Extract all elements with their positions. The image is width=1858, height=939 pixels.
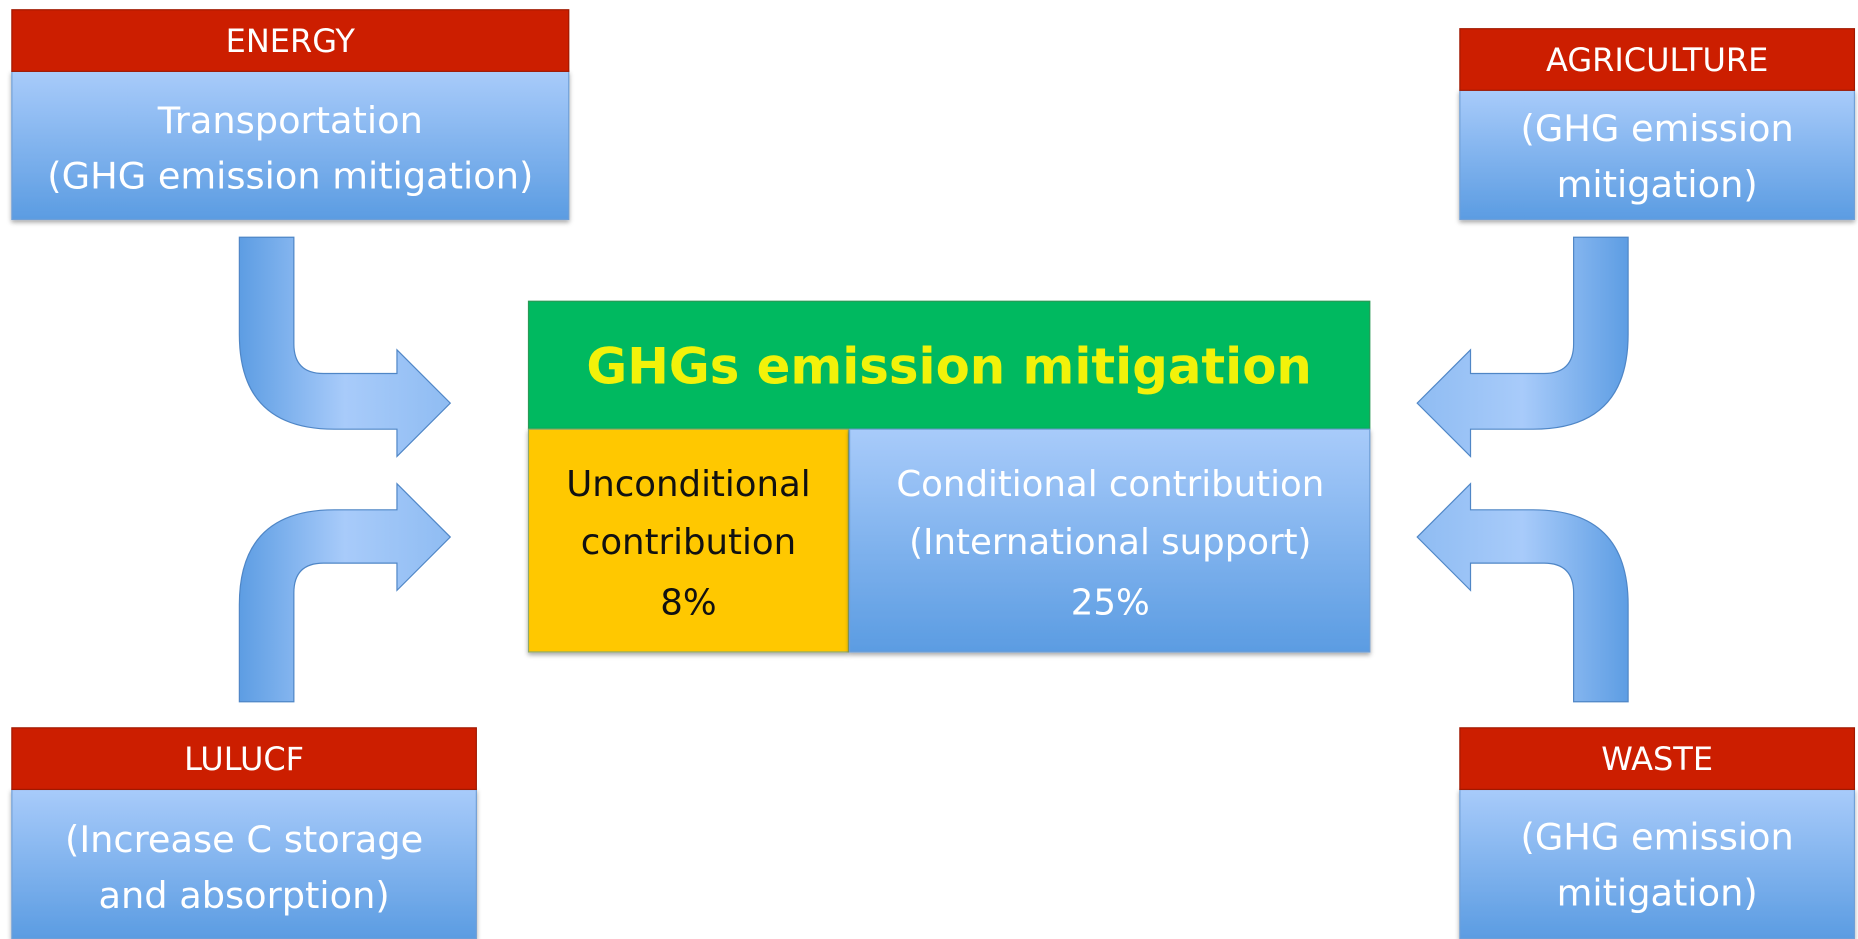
center-block: GHGs emission mitigation xyxy=(527,300,1371,653)
sector-body xyxy=(1459,89,1856,221)
conditional-box xyxy=(849,428,1371,653)
sector-title: LULUCF xyxy=(184,740,304,778)
arrows xyxy=(238,236,1629,703)
sector-text: (Increase C storage xyxy=(65,818,423,861)
sector-title: WASTE xyxy=(1601,740,1713,778)
sector-text: (GHG emission xyxy=(1521,816,1794,859)
arrow xyxy=(1416,236,1629,458)
conditional-text: 25% xyxy=(1071,583,1150,624)
arrow xyxy=(238,236,452,458)
title-box xyxy=(527,300,1371,430)
sector-text: Transportation xyxy=(157,99,423,142)
arrow xyxy=(1416,482,1629,703)
sector-text: (GHG emission mitigation) xyxy=(47,155,533,198)
conditional-text: Conditional contribution xyxy=(896,464,1324,505)
sector-header xyxy=(11,9,570,72)
unconditional-text: Unconditional xyxy=(566,464,810,505)
sector-title: AGRICULTURE xyxy=(1546,41,1768,79)
unconditional-text: contribution xyxy=(581,522,796,563)
unconditional-text: 8% xyxy=(660,583,716,624)
sector-text: mitigation) xyxy=(1557,163,1758,206)
sector-header xyxy=(1459,727,1856,791)
sector-body xyxy=(11,788,477,939)
sector-header xyxy=(1459,28,1856,91)
sector-text: mitigation) xyxy=(1557,871,1758,914)
sector-text: and absorption) xyxy=(98,874,389,917)
unconditional-box xyxy=(527,428,850,653)
conditional-text: (International support) xyxy=(909,522,1311,563)
sector-text: (GHG emission xyxy=(1521,107,1794,150)
center-title: GHGs emission mitigation xyxy=(586,337,1311,395)
sector-header xyxy=(11,727,477,791)
sector-title: ENERGY xyxy=(226,22,356,60)
sector-body xyxy=(1459,788,1856,939)
arrow xyxy=(238,482,452,703)
sector-body xyxy=(11,70,570,221)
